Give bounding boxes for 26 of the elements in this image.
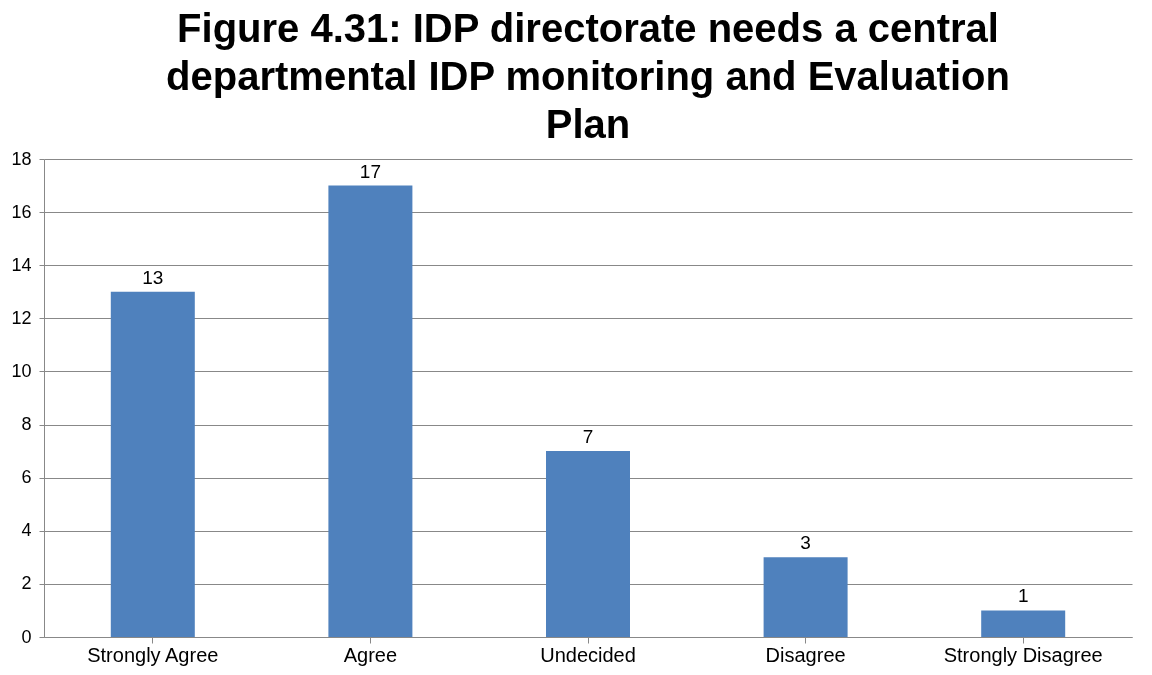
x-tick-label: Undecided (540, 643, 636, 666)
y-tick-label: 10 (11, 360, 32, 381)
y-tick-label: 0 (21, 626, 32, 647)
x-tick-label: Disagree (765, 643, 846, 666)
x-tick-label: Strongly Disagree (943, 643, 1103, 666)
y-tick-label: 2 (21, 573, 32, 594)
data-label: 7 (582, 426, 594, 448)
data-label: 1 (1017, 585, 1029, 607)
data-label: 13 (142, 266, 164, 288)
bar (763, 557, 848, 637)
y-tick-label: 18 (11, 148, 32, 169)
y-tick-label: 8 (21, 414, 32, 435)
x-tick-label: Agree (343, 643, 398, 666)
bar (546, 451, 630, 637)
bar (981, 610, 1066, 637)
y-tick-label: 12 (11, 307, 32, 328)
x-tick-label: Strongly Agree (87, 643, 219, 666)
chart-title: Figure 4.31: IDP directorate needs a central departmental IDP monitoring and Evaluation Plan (166, 6, 1010, 146)
y-tick-label: 4 (21, 520, 32, 541)
y-tick-label: 16 (11, 201, 32, 222)
y-tick-label: 6 (21, 467, 32, 488)
bar (110, 291, 195, 637)
data-label: 3 (800, 532, 811, 554)
bar (328, 185, 413, 637)
y-tick-label: 14 (11, 254, 32, 275)
data-label: 17 (359, 160, 381, 182)
